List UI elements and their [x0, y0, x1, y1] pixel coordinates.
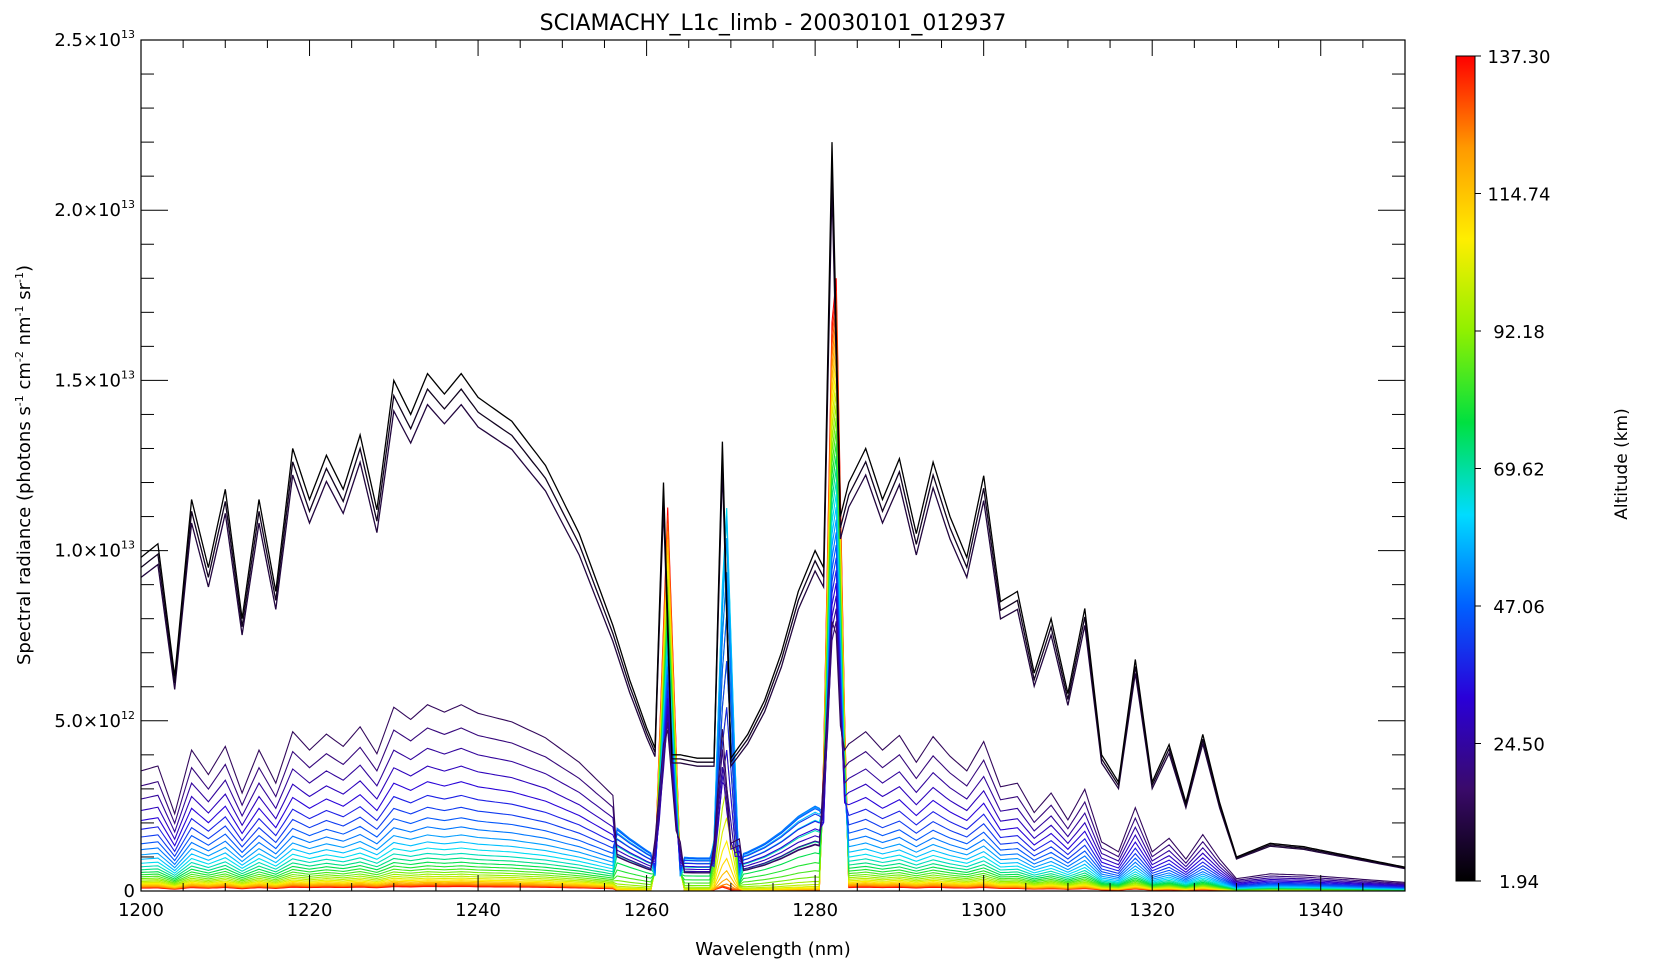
y-tick-label: 1.0×1013: [54, 539, 135, 562]
y-axis: 0 5.0×1012 1.0×1013 1.5×1013 2.0×1013 2.5×101…: [54, 28, 1405, 902]
series-line: [141, 544, 1405, 889]
x-tick-label: 1200: [118, 900, 164, 921]
series-line: [141, 481, 1405, 890]
y-tick-label: 0: [124, 881, 135, 902]
colorbar-tick-label: 47.06: [1493, 597, 1545, 618]
series-line: [141, 519, 1405, 889]
series-line: [141, 278, 1405, 891]
x-tick-label: 1240: [455, 900, 501, 921]
x-axis-label: Wavelength (nm): [695, 939, 851, 960]
y-axis-label-sup: -1: [13, 272, 26, 283]
y-tick-label: 5.0×1012: [54, 709, 135, 732]
series-line: [141, 456, 1405, 891]
series-line: [141, 328, 1405, 891]
y-axis-label: Spectral radiance (photons s-1 cm-2 nm-1…: [13, 265, 35, 665]
series-line: [141, 341, 1405, 891]
series-line: [141, 187, 1405, 870]
y-axis-label-part: ): [14, 265, 35, 272]
colorbar: [1455, 55, 1476, 882]
series-line: [141, 430, 1405, 891]
colorbar-label: Altitude (km): [1612, 408, 1632, 520]
colorbar-tick-label: 137.30: [1488, 47, 1551, 68]
series-line: [141, 443, 1405, 891]
y-axis-label-part: Spectral radiance (photons s: [14, 406, 35, 665]
x-tick-label: 1280: [792, 900, 838, 921]
x-axis: 1200 1220 1240 1260 1280 1300 1320 1340: [118, 40, 1406, 921]
series-line: [141, 379, 1405, 891]
colorbar-tick-label: 24.50: [1493, 735, 1545, 756]
colorbar-tick-label: 69.62: [1493, 460, 1545, 481]
y-tick-label: 2.5×1013: [54, 28, 135, 51]
colorbar-ticks: 1.94 24.50 47.06 69.62 92.18 114.74 137.30: [1475, 47, 1550, 893]
x-tick-label: 1340: [1298, 900, 1344, 921]
series-line: [141, 621, 1405, 883]
series-line: [141, 494, 1405, 890]
y-axis-label-part: nm: [14, 316, 35, 351]
y-axis-label-part: sr: [14, 282, 35, 305]
series-line: [141, 354, 1405, 891]
series-line: [141, 506, 1405, 890]
series-line: [141, 532, 1405, 889]
series-line: [141, 608, 1405, 885]
chart-title: SCIAMACHY_L1c_limb - 20030101_012937: [540, 11, 1007, 36]
colorbar-tick-label: 114.74: [1488, 185, 1551, 206]
series-line: [141, 316, 1405, 891]
series-line: [141, 142, 1405, 868]
y-axis-label-sup: -1: [13, 305, 26, 316]
series-line: [141, 582, 1405, 887]
series-line: [141, 570, 1405, 888]
series-line: [141, 595, 1405, 886]
series-line: [141, 392, 1405, 891]
y-tick-label: 2.0×1013: [54, 198, 135, 221]
x-tick-label: 1220: [287, 900, 333, 921]
x-tick-label: 1300: [961, 900, 1007, 921]
y-axis-label-sup: -1: [13, 395, 26, 406]
series-line: [141, 303, 1405, 891]
colorbar-tick-label: 1.94: [1499, 872, 1539, 893]
colorbar-tick-label: 92.18: [1493, 322, 1545, 343]
x-tick-label: 1260: [624, 900, 670, 921]
series-layer: [141, 142, 1405, 891]
y-axis-label-sup: -2: [13, 351, 26, 362]
y-tick-label: 1.5×1013: [54, 368, 135, 391]
series-line: [141, 557, 1405, 888]
y-axis-label-part: cm: [14, 362, 35, 395]
plot-frame: [140, 39, 1406, 892]
x-tick-label: 1320: [1129, 900, 1175, 921]
series-line: [141, 164, 1405, 869]
series-line: [141, 468, 1405, 891]
